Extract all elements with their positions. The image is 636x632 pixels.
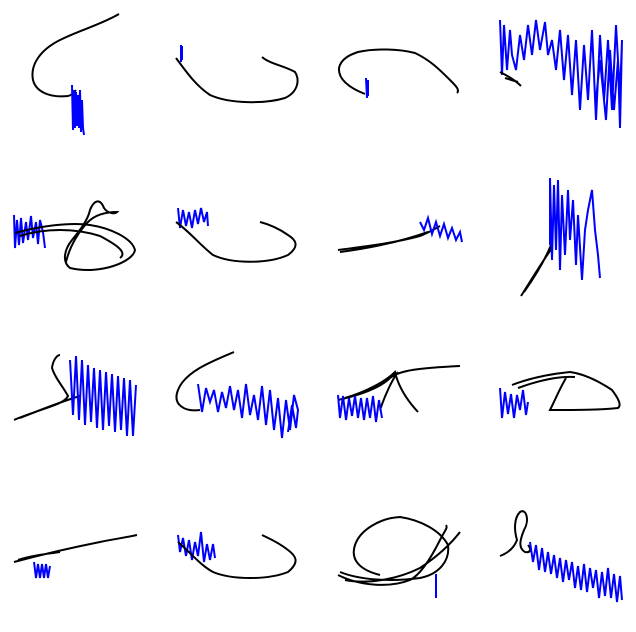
blue-stroke xyxy=(337,394,383,423)
black-stroke xyxy=(337,515,461,586)
black-stroke xyxy=(13,354,81,421)
blue-stroke xyxy=(529,541,623,603)
blue-stroke xyxy=(197,383,300,439)
scribble-r2c2 xyxy=(175,207,297,263)
black-stroke xyxy=(175,351,235,412)
blue-stroke xyxy=(69,355,137,437)
blue-stroke xyxy=(499,19,623,129)
scribble-r1c3 xyxy=(337,48,460,99)
blue-stroke xyxy=(177,207,209,229)
black-stroke xyxy=(31,13,120,98)
black-stroke xyxy=(177,534,297,579)
black-stroke xyxy=(337,48,460,95)
scribble-r2c4 xyxy=(520,177,601,297)
black-stroke xyxy=(337,225,441,253)
scribble-r3c3 xyxy=(337,365,461,423)
blue-stroke xyxy=(499,387,529,419)
black-stroke xyxy=(14,200,137,271)
black-stroke xyxy=(13,534,138,563)
blue-stroke xyxy=(33,561,51,579)
scribble-r4c2 xyxy=(177,531,297,579)
scribble-r1c4 xyxy=(499,19,623,129)
black-stroke xyxy=(511,370,621,412)
scribble-r3c4 xyxy=(499,370,621,419)
black-stroke xyxy=(337,365,461,413)
scribble-r4c4 xyxy=(499,510,623,603)
scribble-r3c1 xyxy=(13,354,137,437)
scribble-r4c3 xyxy=(337,515,461,598)
blue-stroke xyxy=(180,45,183,63)
black-stroke xyxy=(499,71,522,87)
blue-stroke xyxy=(365,77,369,99)
blue-stroke xyxy=(71,84,85,136)
black-stroke xyxy=(175,56,299,104)
scribble-r2c1 xyxy=(13,200,137,271)
scribble-r1c2 xyxy=(175,45,299,104)
black-stroke xyxy=(499,510,532,557)
blue-stroke xyxy=(419,214,463,243)
scribble-r4c1 xyxy=(13,534,138,579)
scribble-r1c1 xyxy=(31,13,120,136)
black-stroke xyxy=(520,244,553,297)
scribble-r3c2 xyxy=(175,351,300,439)
blue-stroke xyxy=(177,531,216,563)
scribble-r2c3 xyxy=(337,214,463,253)
black-stroke xyxy=(175,221,297,263)
blue-stroke xyxy=(549,177,601,281)
